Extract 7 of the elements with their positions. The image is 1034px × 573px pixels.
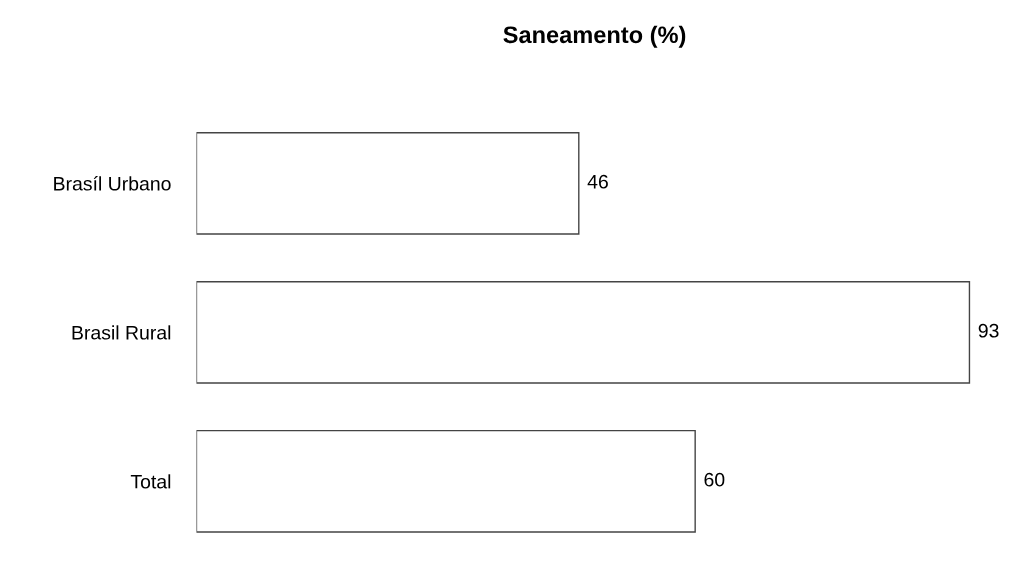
y-tick-label: Brasil Rural xyxy=(72,325,171,340)
y-tick-label: Brasíl Urbano xyxy=(54,176,171,191)
data-label: 46 xyxy=(587,174,608,189)
chart-title: Saneamento (%) xyxy=(503,25,686,48)
data-label: 93 xyxy=(978,323,999,338)
data-label: 60 xyxy=(704,472,725,487)
y-tick-label: Total xyxy=(130,474,171,489)
